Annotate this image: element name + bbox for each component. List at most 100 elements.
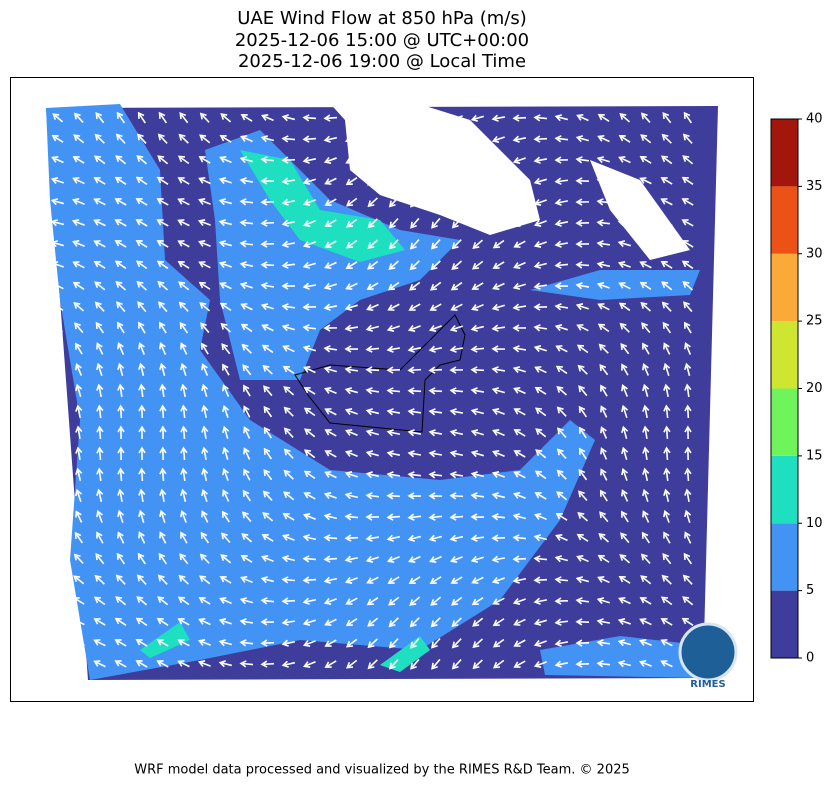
wind-arrow: [302, 177, 316, 185]
wind-arrow: [554, 618, 569, 626]
wind-arrow: [578, 490, 588, 502]
wind-arrow: [323, 576, 338, 584]
wind-arrow: [323, 534, 338, 542]
wind-arrow: [117, 467, 125, 482]
wind-arrow: [428, 325, 442, 332]
wind-arrow: [344, 513, 359, 521]
wind-arrow: [200, 531, 210, 544]
wind-arrow: [492, 218, 505, 228]
wind-arrow: [491, 366, 506, 374]
wind-arrow: [555, 534, 568, 542]
wind-arrow: [554, 639, 569, 647]
wind-arrow: [470, 429, 484, 437]
wind-arrow: [281, 324, 295, 332]
wind-arrow: [114, 660, 127, 668]
wind-arrow: [596, 660, 611, 668]
wind-arrow: [156, 617, 169, 626]
wind-arrow: [449, 366, 464, 374]
wind-arrow: [533, 640, 547, 647]
wind-arrow: [260, 177, 275, 185]
wind-arrow: [50, 198, 65, 206]
wind-arrow: [597, 323, 610, 333]
wind-arrow: [303, 387, 316, 395]
wind-arrow: [575, 576, 590, 584]
wind-arrow: [240, 576, 253, 584]
wind-arrow: [365, 324, 380, 332]
wind-arrow: [281, 198, 296, 206]
wind-arrow: [513, 198, 526, 206]
wind-arrow: [302, 303, 317, 311]
wind-arrow: [365, 366, 380, 374]
wind-arrow: [177, 198, 190, 206]
wind-arrow: [575, 597, 590, 605]
wind-arrow: [261, 114, 274, 122]
wind-arrow: [222, 384, 230, 397]
wind-arrow: [470, 408, 485, 416]
wind-arrow: [621, 384, 629, 397]
wind-arrow: [198, 156, 211, 164]
wind-arrow: [596, 240, 611, 248]
wind-arrow: [492, 450, 505, 458]
wind-arrow: [621, 425, 629, 439]
wind-arrow: [597, 135, 610, 143]
wind-arrow: [534, 386, 547, 395]
wind-arrow: [71, 639, 85, 646]
wind-arrow: [512, 282, 526, 290]
wind-arrow: [201, 510, 209, 523]
wind-arrow: [431, 196, 441, 208]
wind-arrow: [239, 597, 253, 605]
wind-arrow: [428, 534, 443, 542]
colorbar: 0 5 10 15 20 25 30 35 40: [770, 112, 823, 666]
wind-arrow: [554, 324, 568, 332]
wind-arrow: [260, 198, 275, 206]
wind-arrow: [283, 427, 294, 438]
wind-arrow: [682, 133, 693, 144]
wind-arrow: [218, 240, 232, 248]
wind-arrow: [534, 492, 547, 500]
wind-arrow: [262, 364, 273, 375]
wind-arrow: [533, 618, 547, 626]
wind-arrow: [431, 637, 441, 649]
wind-arrow: [575, 282, 590, 290]
wind-arrow: [428, 492, 443, 500]
wind-arrow: [388, 260, 400, 271]
wind-arrow: [243, 426, 251, 439]
wind-arrow: [138, 509, 146, 523]
wind-arrow: [533, 240, 547, 248]
wind-arrow: [239, 219, 254, 227]
wind-arrow: [408, 303, 421, 311]
wind-arrow: [52, 554, 64, 564]
wind-arrow: [410, 217, 420, 229]
wind-arrow: [638, 639, 652, 646]
wind-arrow: [492, 659, 505, 669]
wind-arrow: [221, 532, 231, 544]
wind-arrow: [533, 324, 548, 332]
wind-arrow: [386, 450, 401, 458]
wind-arrow: [281, 639, 296, 647]
wind-arrow: [617, 639, 631, 647]
wind-arrow: [218, 660, 233, 668]
wind-arrow: [324, 240, 337, 248]
wind-arrow: [663, 509, 670, 523]
wind-arrow: [324, 387, 337, 395]
wind-arrow: [491, 513, 506, 521]
wind-arrow: [262, 490, 273, 501]
wind-arrow: [304, 428, 316, 438]
wind-arrow: [117, 362, 125, 377]
wind-arrow: [618, 597, 631, 605]
wind-arrow: [617, 261, 631, 268]
logo-badge: [678, 622, 738, 682]
wind-arrow: [366, 576, 379, 584]
colorbar-tick-label: 5: [806, 583, 814, 598]
wind-arrow: [513, 618, 526, 626]
wind-arrow: [386, 556, 400, 563]
wind-arrow: [115, 596, 127, 606]
wind-arrow: [621, 489, 629, 502]
wind-arrow: [345, 239, 358, 249]
wind-arrow: [596, 219, 611, 227]
wind-arrow: [93, 596, 106, 606]
wind-arrow: [684, 362, 692, 377]
wind-arrow: [617, 198, 631, 206]
wind-arrow: [533, 303, 548, 311]
wind-arrow: [449, 324, 463, 332]
